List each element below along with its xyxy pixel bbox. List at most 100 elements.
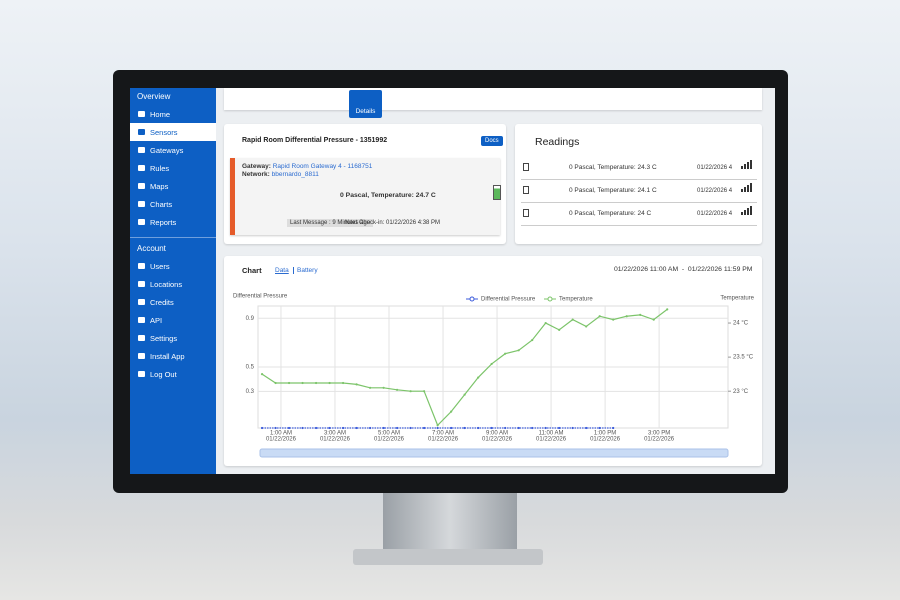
- y-axis-title: Differential Pressure: [233, 294, 288, 300]
- label: Network:: [242, 171, 270, 178]
- data-point: [287, 426, 291, 430]
- data-point: [477, 376, 480, 379]
- legend-marker: [469, 296, 475, 302]
- nav-item[interactable]: Gateways: [130, 141, 216, 159]
- x-tick-date: 01/22/2026: [482, 437, 513, 443]
- separator: [130, 237, 216, 238]
- data-point: [571, 318, 574, 321]
- nav-item[interactable]: Settings: [130, 329, 216, 347]
- battery-icon: [493, 185, 501, 200]
- data-point: [382, 426, 385, 430]
- nav-icon: [138, 165, 145, 171]
- data-point: [450, 410, 453, 413]
- data-point: [355, 426, 358, 430]
- nav-item[interactable]: Log Out: [130, 365, 216, 383]
- data-point: [423, 426, 426, 430]
- data-point: [598, 426, 601, 430]
- data-point: [571, 426, 574, 430]
- y-tick-label: 0.9: [246, 316, 255, 322]
- data-point: [585, 325, 588, 328]
- reading-row: 0 Pascal, Temperature: 24.1 C 01/22/2026 …: [521, 180, 757, 203]
- data-point: [531, 338, 534, 342]
- signal-bar: [744, 187, 746, 192]
- x-tick-label: 5:00 AM: [378, 431, 400, 437]
- network-row: Network: bbernardo_8811: [242, 171, 319, 178]
- x-tick-date: 01/22/2026: [266, 437, 297, 443]
- x-tick-label: 3:00 PM: [648, 431, 670, 437]
- data-point: [301, 381, 304, 385]
- nav-icon: [138, 281, 145, 287]
- nav-item[interactable]: Charts: [130, 195, 216, 213]
- data-point: [314, 381, 318, 385]
- gateway-link[interactable]: Rapid Room Gateway 4 - 1168751: [272, 163, 373, 170]
- row-reading: 0 Pascal, Temperature: 24.1 C: [569, 187, 657, 194]
- data-point: [423, 390, 426, 393]
- nav-item[interactable]: Install App: [130, 347, 216, 365]
- data-point: [517, 349, 520, 352]
- nav-item[interactable]: Rules: [130, 159, 216, 177]
- section-title: Overview: [137, 92, 171, 101]
- label: Gateway:: [242, 163, 271, 170]
- readings-title: Readings: [535, 136, 580, 148]
- row-reading: 0 Pascal, Temperature: 24.3 C: [569, 164, 657, 171]
- nav-label: Maps: [150, 181, 169, 191]
- nav-item[interactable]: Home: [130, 105, 216, 123]
- data-point: [368, 386, 372, 389]
- data-point: [544, 426, 547, 430]
- nav-item[interactable]: Locations: [130, 275, 216, 293]
- signal-bar: [741, 189, 743, 192]
- nav-item[interactable]: Reports: [130, 213, 216, 231]
- data-point: [341, 381, 345, 385]
- nav-icon: [138, 147, 145, 153]
- network-link[interactable]: bbernardo_8811: [271, 171, 319, 178]
- x-tick-date: 01/22/2026: [644, 437, 675, 443]
- nav-label: Settings: [150, 333, 178, 343]
- nav-label: Install App: [150, 351, 185, 361]
- nav-icon: [138, 111, 145, 117]
- x-tick-label: 1:00 AM: [270, 431, 292, 437]
- nav-item[interactable]: Users: [130, 257, 216, 275]
- nav-item[interactable]: API: [130, 311, 216, 329]
- x-tick-label: 1:00 PM: [594, 431, 616, 437]
- data-point: [598, 315, 601, 318]
- x-tick-label: 11:00 AM: [539, 431, 564, 437]
- docs-button[interactable]: Docs: [481, 136, 503, 146]
- monitor-base: [353, 549, 543, 565]
- gateway-row: Gateway: Rapid Room Gateway 4 - 1168751: [242, 163, 372, 170]
- battery-link[interactable]: Battery: [297, 267, 318, 274]
- nav-icon: [138, 129, 145, 135]
- chart: Differential Pressure Temperature 0.3 0.5 0.…: [233, 294, 755, 458]
- sensor-card: Rapid Room Differential Pressure - 13519…: [224, 124, 506, 244]
- data-point: [301, 426, 304, 430]
- date-range[interactable]: 01/22/2026 11:00 AM - 01/22/2026 11:59 P…: [614, 266, 753, 273]
- signal-bar: [750, 206, 752, 215]
- signal-icon: [741, 206, 752, 215]
- row-date: 01/22/2026 4: [697, 165, 733, 171]
- nav-list: Home Sensors Gateways Rules Maps Charts Report…: [130, 105, 216, 231]
- nav-label: Sensors: [150, 127, 178, 137]
- tab-details[interactable]: Details: [349, 90, 382, 118]
- nav-item[interactable]: Maps: [130, 177, 216, 195]
- data-link[interactable]: Data: [275, 267, 294, 274]
- nav-label: API: [150, 315, 163, 325]
- nav-item[interactable]: Credits: [130, 293, 216, 311]
- data-point: [504, 426, 507, 430]
- nav-label: Log Out: [150, 369, 177, 379]
- y2-tick-label: 23.5 °C: [733, 355, 754, 361]
- data-point: [504, 352, 507, 355]
- data-point: [260, 373, 264, 376]
- data-point: [328, 426, 331, 430]
- x-tick-label: 3:00 AM: [324, 431, 346, 437]
- reading-row: 0 Pascal, Temperature: 24.3 C 01/22/2026 …: [521, 157, 757, 180]
- nav-list: Users Locations Credits API Settings Install …: [130, 257, 216, 383]
- signal-bar: [744, 164, 746, 169]
- readings-list: 0 Pascal, Temperature: 24.3 C 01/22/2026 …: [521, 157, 757, 226]
- tab-bar: [224, 88, 762, 110]
- row-icon: [523, 186, 529, 194]
- data-point: [409, 426, 412, 430]
- nav-item[interactable]: Sensors: [130, 123, 216, 141]
- data-point: [328, 381, 331, 385]
- signal-bar: [750, 160, 752, 169]
- x-tick-date: 01/22/2026: [428, 437, 459, 443]
